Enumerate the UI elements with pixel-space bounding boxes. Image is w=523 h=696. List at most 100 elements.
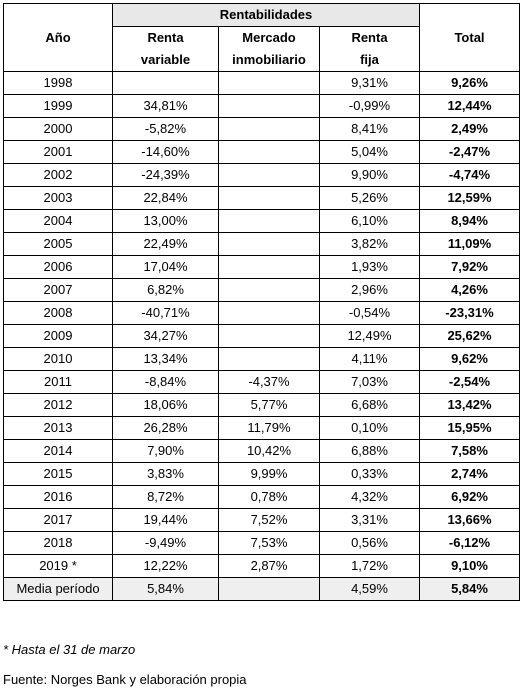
footnote: * Hasta el 31 de marzo: [3, 642, 136, 657]
equity-cell: -8,84%: [112, 370, 219, 394]
average-equity: 5,84%: [112, 577, 219, 601]
real-estate-cell: -4,37%: [218, 370, 320, 394]
equity-cell: 18,06%: [112, 393, 219, 417]
returns-group-header: Rentabilidades: [112, 3, 420, 27]
year-cell: 2019 *: [3, 554, 113, 578]
year-cell: 2013: [3, 416, 113, 440]
year-cell: 2001: [3, 140, 113, 164]
real-estate-cell: [218, 347, 320, 371]
table-row: 2009 34,27% 12,49% 25,62%: [3, 324, 520, 348]
table-notes: * Hasta el 31 de marzo Fuente: Norges Ba…: [3, 640, 247, 690]
equity-cell: 34,81%: [112, 94, 219, 118]
average-total: 5,84%: [419, 577, 520, 601]
fixed-income-cell: -0,54%: [319, 301, 420, 325]
fixed-income-cell: 9,90%: [319, 163, 420, 187]
year-cell: 2010: [3, 347, 113, 371]
equity-cell: 13,34%: [112, 347, 219, 371]
total-cell: 11,09%: [419, 232, 520, 256]
fixed-income-cell: 0,56%: [319, 531, 420, 555]
real-estate-header-line2: inmobiliario: [218, 49, 320, 72]
fixed-income-cell: 0,33%: [319, 462, 420, 486]
equity-cell: 34,27%: [112, 324, 219, 348]
year-cell: 2009: [3, 324, 113, 348]
equity-cell: -40,71%: [112, 301, 219, 325]
fixed-income-cell: 0,10%: [319, 416, 420, 440]
fixed-income-cell: -0,99%: [319, 94, 420, 118]
equity-cell: -5,82%: [112, 117, 219, 141]
total-cell: 2,74%: [419, 462, 520, 486]
fixed-income-cell: 8,41%: [319, 117, 420, 141]
total-cell: 15,95%: [419, 416, 520, 440]
table-row: 2004 13,00% 6,10% 8,94%: [3, 209, 520, 233]
table-row: 2013 26,28% 11,79% 0,10% 15,95%: [3, 416, 520, 440]
year-cell: 2005: [3, 232, 113, 256]
total-cell: -4,74%: [419, 163, 520, 187]
real-estate-cell: 2,87%: [218, 554, 320, 578]
equity-cell: 3,83%: [112, 462, 219, 486]
total-cell: 9,26%: [419, 71, 520, 95]
year-cell: 2018: [3, 531, 113, 555]
year-cell: 2006: [3, 255, 113, 279]
equity-header-line1: Renta: [112, 26, 219, 49]
year-cell: 2014: [3, 439, 113, 463]
table-row: 1998 9,31% 9,26%: [3, 71, 520, 95]
total-cell: -6,12%: [419, 531, 520, 555]
equity-cell: 12,22%: [112, 554, 219, 578]
fixed-income-cell: 6,88%: [319, 439, 420, 463]
year-cell: 1998: [3, 71, 113, 95]
year-cell: 2008: [3, 301, 113, 325]
table-row: 2008 -40,71% -0,54% -23,31%: [3, 301, 520, 325]
table-row: 2006 17,04% 1,93% 7,92%: [3, 255, 520, 279]
total-cell: 9,10%: [419, 554, 520, 578]
year-column-header: Año: [3, 3, 113, 72]
table-row: 2019 * 12,22% 2,87% 1,72% 9,10%: [3, 554, 520, 578]
real-estate-cell: [218, 186, 320, 210]
table-row: 2015 3,83% 9,99% 0,33% 2,74%: [3, 462, 520, 486]
average-label: Media período: [3, 577, 113, 601]
fixed-income-cell: 12,49%: [319, 324, 420, 348]
real-estate-cell: [218, 71, 320, 95]
table-row: 2005 22,49% 3,82% 11,09%: [3, 232, 520, 256]
fixed-income-cell: 4,32%: [319, 485, 420, 509]
real-estate-cell: 9,99%: [218, 462, 320, 486]
total-cell: 13,42%: [419, 393, 520, 417]
real-estate-cell: [218, 94, 320, 118]
total-cell: 7,92%: [419, 255, 520, 279]
real-estate-header-line1: Mercado: [218, 26, 320, 49]
fixed-income-cell: 3,82%: [319, 232, 420, 256]
year-cell: 2000: [3, 117, 113, 141]
fixed-income-cell: 6,10%: [319, 209, 420, 233]
real-estate-cell: [218, 301, 320, 325]
table-body: 1998 9,31% 9,26% 1999 34,81% -0,99% 12,44% 2000…: [3, 71, 520, 601]
fixed-income-cell: 1,93%: [319, 255, 420, 279]
equity-cell: 8,72%: [112, 485, 219, 509]
table-row: 2003 22,84% 5,26% 12,59%: [3, 186, 520, 210]
table-row: 2011 -8,84% -4,37% 7,03% -2,54%: [3, 370, 520, 394]
total-column-header: Total: [419, 3, 520, 72]
year-cell: 2017: [3, 508, 113, 532]
real-estate-cell: 7,53%: [218, 531, 320, 555]
equity-cell: 6,82%: [112, 278, 219, 302]
year-cell: 2011: [3, 370, 113, 394]
table-row: 2007 6,82% 2,96% 4,26%: [3, 278, 520, 302]
total-cell: 12,59%: [419, 186, 520, 210]
fixed-income-header-line1: Renta: [319, 26, 420, 49]
fixed-income-cell: 7,03%: [319, 370, 420, 394]
equity-cell: -14,60%: [112, 140, 219, 164]
table-row: 2018 -9,49% 7,53% 0,56% -6,12%: [3, 531, 520, 555]
real-estate-cell: [218, 140, 320, 164]
table-row: 2000 -5,82% 8,41% 2,49%: [3, 117, 520, 141]
year-cell: 2007: [3, 278, 113, 302]
total-cell: 13,66%: [419, 508, 520, 532]
table-row: 1999 34,81% -0,99% 12,44%: [3, 94, 520, 118]
total-cell: 7,58%: [419, 439, 520, 463]
table-row: 2010 13,34% 4,11% 9,62%: [3, 347, 520, 371]
equity-cell: 17,04%: [112, 255, 219, 279]
total-cell: 25,62%: [419, 324, 520, 348]
fixed-income-cell: 2,96%: [319, 278, 420, 302]
year-cell: 2015: [3, 462, 113, 486]
equity-cell: -24,39%: [112, 163, 219, 187]
total-cell: 9,62%: [419, 347, 520, 371]
fixed-income-cell: 1,72%: [319, 554, 420, 578]
total-cell: -2,47%: [419, 140, 520, 164]
